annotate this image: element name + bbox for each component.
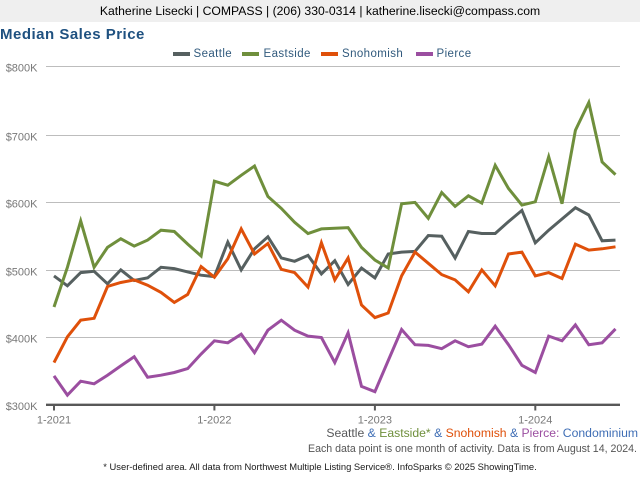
svg-text:1-2021: 1-2021: [37, 415, 71, 427]
svg-text:1-2023: 1-2023: [358, 415, 392, 427]
svg-text:1-2024: 1-2024: [518, 415, 552, 427]
svg-text:$600K: $600K: [6, 199, 38, 211]
svg-text:$400K: $400K: [6, 334, 38, 346]
svg-text:1-2022: 1-2022: [197, 415, 231, 427]
svg-text:$300K: $300K: [6, 401, 38, 413]
svg-text:$700K: $700K: [6, 132, 38, 144]
svg-text:$800K: $800K: [6, 63, 38, 75]
svg-text:$500K: $500K: [6, 267, 38, 279]
